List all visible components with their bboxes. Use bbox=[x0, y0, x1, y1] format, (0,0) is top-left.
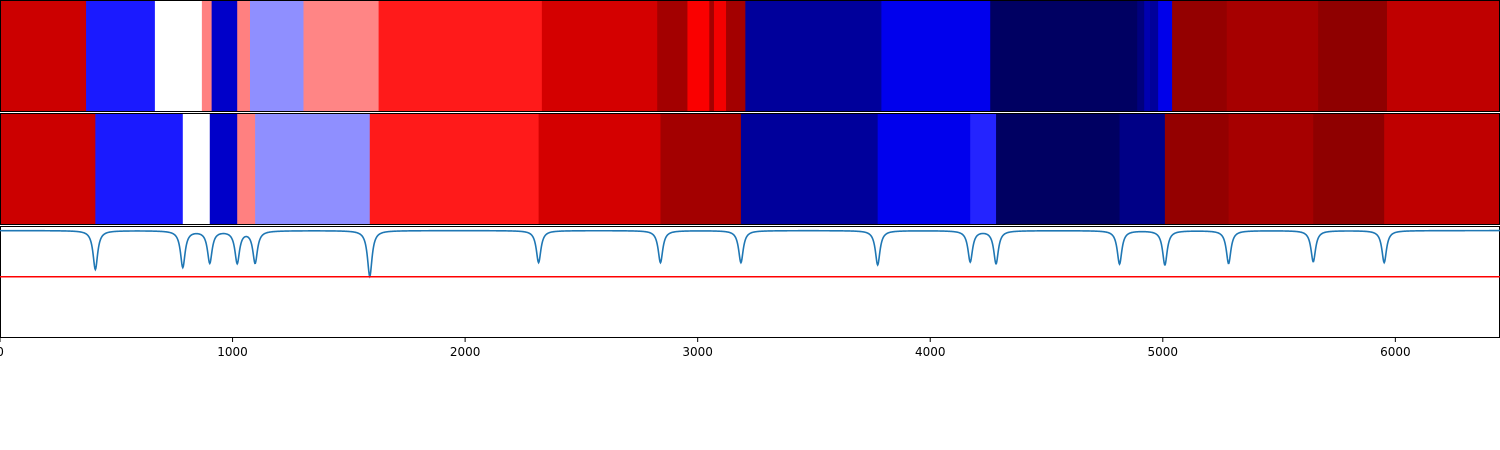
heatmap-cell-1-22 bbox=[1158, 0, 1173, 112]
heatmap-cell-2-5 bbox=[237, 113, 256, 225]
heatmap-cell-1-15 bbox=[726, 0, 746, 112]
heatmap-cell-1-7 bbox=[250, 0, 304, 112]
heatmap-cell-2-16 bbox=[1228, 113, 1314, 225]
x-tick-label-0: 0 bbox=[0, 345, 4, 359]
x-tick-label-6000: 6000 bbox=[1380, 345, 1411, 359]
heatmap-cell-1-17 bbox=[881, 0, 991, 112]
heatmap-cell-1-18 bbox=[990, 0, 1138, 112]
heatmap-cell-2-8 bbox=[538, 113, 661, 225]
heatmap-cell-1-23 bbox=[1172, 0, 1228, 112]
heatmap-cell-1-9 bbox=[378, 0, 543, 112]
heatmap-panel-1 bbox=[0, 0, 1500, 112]
heatmap-cell-1-12 bbox=[687, 0, 710, 112]
x-tick-label-4000: 4000 bbox=[915, 345, 946, 359]
heatmap-cell-2-2 bbox=[95, 113, 184, 225]
heatmap-cell-1-26 bbox=[1386, 0, 1500, 112]
heatmap-cell-1-6 bbox=[237, 0, 251, 112]
heatmap-cell-2-6 bbox=[255, 113, 371, 225]
heatmap-cell-2-3 bbox=[182, 113, 211, 225]
heatmap-cell-2-12 bbox=[970, 113, 997, 225]
heatmap-cell-1-24 bbox=[1226, 0, 1319, 112]
heatmap-cell-1-21 bbox=[1150, 0, 1159, 112]
x-tick-label-1000: 1000 bbox=[217, 345, 248, 359]
heatmap-cell-2-18 bbox=[1384, 113, 1500, 225]
heatmap-cell-1-1 bbox=[0, 0, 87, 112]
heatmap-cell-2-1 bbox=[0, 113, 96, 225]
x-tick-label-2000: 2000 bbox=[450, 345, 481, 359]
heatmap-cell-1-19 bbox=[1137, 0, 1145, 112]
heatmap-cell-2-10 bbox=[740, 113, 879, 225]
heatmap-cell-1-13 bbox=[709, 0, 715, 112]
heatmap-cell-1-3 bbox=[154, 0, 203, 112]
heatmap-cell-1-5 bbox=[211, 0, 238, 112]
heatmap-cell-1-25 bbox=[1318, 0, 1388, 112]
x-tick-label-3000: 3000 bbox=[682, 345, 713, 359]
line-panel bbox=[0, 226, 1500, 338]
x-tick-label-5000: 5000 bbox=[1148, 345, 1179, 359]
x-axis: 0 1000 2000 3000 4000 5000 6000 bbox=[0, 338, 1411, 359]
heatmap-cell-1-14 bbox=[713, 0, 727, 112]
heatmap-cell-1-2 bbox=[86, 0, 156, 112]
heatmap-cell-2-7 bbox=[369, 113, 540, 225]
series-line-1 bbox=[0, 229, 1500, 279]
heatmap-cell-2-14 bbox=[1119, 113, 1166, 225]
heatmap-cell-1-8 bbox=[303, 0, 380, 112]
heatmap-cell-1-10 bbox=[541, 0, 658, 112]
line-panel-frame bbox=[0, 226, 1500, 338]
heatmap-cell-2-11 bbox=[877, 113, 971, 225]
heatmap-cell-2-4 bbox=[209, 113, 238, 225]
heatmap-panel-2 bbox=[0, 113, 1500, 225]
heatmap-cell-2-13 bbox=[996, 113, 1121, 225]
heatmap-cell-2-15 bbox=[1164, 113, 1230, 225]
heatmap-cell-1-16 bbox=[745, 0, 882, 112]
heatmap-cell-1-4 bbox=[201, 0, 213, 112]
heatmap-cell-2-9 bbox=[660, 113, 742, 225]
heatmap-cell-2-17 bbox=[1313, 113, 1385, 225]
heatmap-cell-1-11 bbox=[657, 0, 688, 112]
heatmap-cell-1-20 bbox=[1144, 0, 1151, 112]
